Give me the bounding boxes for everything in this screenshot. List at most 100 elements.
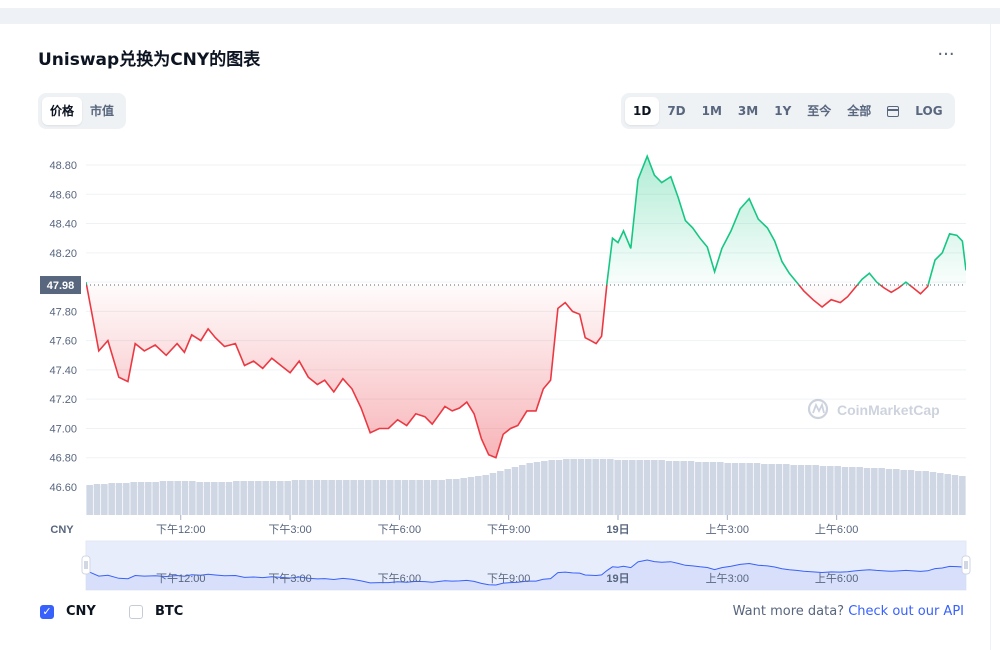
volume-bar [460,478,467,515]
volume-bar [555,460,563,515]
volume-bar [409,480,416,515]
volume-bar [218,482,225,515]
watermark-text: CoinMarketCap [837,402,940,418]
y-axis-ticks: 46.60 46.80 47.00 47.20 47.40 47.60 47.80 48.20… [49,160,77,494]
volume-bar [548,460,555,515]
y-tick-label: 47.00 [49,423,77,435]
volume-bar [607,459,614,515]
volume-bar [255,481,262,515]
brush-handle-left [81,555,91,575]
brush-line [85,559,967,586]
log-scale-toggle[interactable]: LOG [915,104,943,118]
range-1m[interactable]: 1M [701,104,722,118]
volume-bar [343,480,350,515]
volume-bar [629,460,636,515]
x-tick-label: 19日 [606,523,629,536]
price-area-up [86,156,966,286]
volume-bar [834,466,841,515]
volume-bar [915,471,922,515]
volume-bar [929,472,937,515]
brush-tick-label: 上午6:00 [815,572,858,585]
y-tick-label: 48.80 [49,160,77,172]
volume-bar [313,480,321,515]
range-7d[interactable]: 7D [667,104,686,118]
range-1d[interactable]: 1D [625,97,660,125]
volume-bar [775,464,783,515]
coinmarketcap-logo-mark [812,402,825,414]
volume-bar [394,480,401,515]
volume-bar [489,473,497,515]
volume-bar [541,461,548,515]
x-tick-label: 下午12:00 [156,523,206,536]
legend-btc[interactable]: BTC [129,604,183,619]
volume-bar [167,481,174,515]
volume-bar [277,481,284,515]
volume-bar [717,462,724,515]
range-1y[interactable]: 1Y [774,104,792,118]
volume-bar [108,483,115,515]
brush-tick-label: 下午9:00 [487,572,530,585]
checkbox-cny[interactable]: ✓ [40,604,54,619]
volume-bar [372,480,379,515]
api-link[interactable]: Check out our API [848,604,964,619]
page-top-strip [0,0,1000,8]
volume-bar [181,481,189,515]
range-brush: 下午12:00 下午3:00 下午6:00 下午9:00 19日 上午3:00 上午6:00 [81,540,971,591]
volume-bar [805,465,812,515]
volume-bars [86,459,966,515]
volume-bar [636,460,643,515]
volume-bar [519,465,526,515]
volume-bar [174,481,181,515]
volume-bar [453,479,460,515]
volume-bar [291,480,299,515]
volume-bar [416,480,423,515]
legend-cny[interactable]: ✓ CNY [40,604,96,619]
range-all[interactable]: 全部 [847,104,872,118]
volume-bar [387,480,394,515]
brush-area [86,560,966,590]
volume-bar [357,480,365,515]
volume-bar [365,480,372,515]
volume-bar [724,463,731,515]
volume-bar [577,459,585,515]
volume-bar [137,482,145,515]
checkbox-btc[interactable] [129,604,143,619]
volume-bar [665,461,673,515]
price-chart[interactable]: 46.60 46.80 47.00 47.20 47.40 47.60 47.80 48.20… [0,130,1000,595]
more-options-button[interactable]: ··· [937,44,955,65]
brush-tick-label: 下午6:00 [378,572,421,585]
volume-bar [240,481,247,515]
volume-bar [937,473,944,515]
currency-axis-label: CNY [50,524,74,536]
y-tick-label: 47.60 [49,336,77,348]
volume-bar [680,461,687,515]
brush-tick-label: 下午3:00 [268,572,311,585]
tab-market-cap[interactable]: 市值 [90,104,115,118]
x-tick-label: 上午6:00 [815,523,858,536]
volume-bar [687,461,695,515]
volume-bar [262,481,269,515]
volume-bar [86,485,93,515]
brush-tick-label: 19日 [606,572,629,585]
range-3m[interactable]: 3M [737,104,759,118]
x-tick-label: 下午6:00 [378,523,421,536]
api-promo: Want more data? Check out our API [733,604,964,619]
volume-bar [643,460,651,515]
chart-title: Uniswap兑换为CNY的图表 [38,50,261,70]
volume-bar [768,464,775,515]
volume-bar [812,465,819,515]
calendar-button[interactable] [879,97,907,125]
volume-bar [247,481,255,515]
tab-price[interactable]: 价格 [42,97,83,125]
x-tick-label: 下午3:00 [268,523,311,536]
volume-bar [746,463,753,515]
legend-cny-label: CNY [66,604,96,619]
range-ytd[interactable]: 至今 [807,104,832,118]
volume-bar [570,459,577,515]
volume-bar [196,482,203,515]
volume-bar [431,480,438,515]
volume-bar [438,480,445,515]
volume-bar [563,459,570,515]
volume-bar [93,484,101,515]
y-tick-label: 46.60 [49,482,77,494]
